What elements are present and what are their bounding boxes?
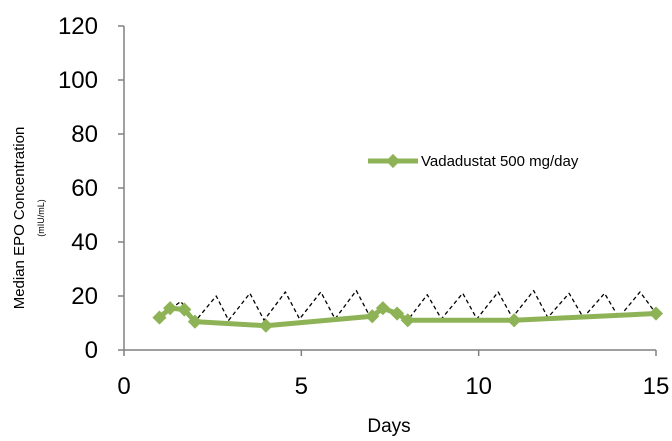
y-axis-title: Median EPO Concentration bbox=[11, 127, 28, 310]
vadadustat-data-point bbox=[187, 314, 203, 329]
legend-diamond-marker bbox=[385, 153, 401, 169]
vadadustat-data-point bbox=[365, 309, 380, 324]
y-tick-label: 40 bbox=[71, 229, 98, 256]
y-axis-subtitle: (mIU/mL) bbox=[36, 199, 46, 237]
y-tick-label: 100 bbox=[58, 67, 98, 94]
vadadustat-data-point bbox=[177, 302, 192, 317]
y-tick-label: 0 bbox=[85, 337, 98, 364]
x-axis-title: Days bbox=[367, 416, 410, 437]
vadadustat-data-point bbox=[390, 306, 405, 321]
vadadustat-data-point bbox=[400, 313, 415, 328]
legend-label: Vadadustat 500 mg/day bbox=[421, 153, 579, 170]
y-tick-label: 60 bbox=[71, 175, 98, 202]
vadadustat-data-point bbox=[258, 318, 273, 333]
vadadustat-data-point bbox=[375, 301, 390, 316]
vadadustat-data-point bbox=[163, 301, 178, 316]
y-tick-label: 80 bbox=[71, 121, 98, 148]
legend: Vadadustat 500 mg/day bbox=[368, 153, 579, 170]
x-tick-label: 0 bbox=[117, 373, 130, 400]
x-tick-label: 10 bbox=[465, 373, 492, 400]
y-ticks: 0 20 40 60 80 100 120 bbox=[58, 13, 124, 364]
y-tick-label: 120 bbox=[58, 13, 98, 40]
x-tick-label: 15 bbox=[643, 373, 670, 400]
vadadustat-data-point bbox=[152, 310, 167, 325]
vadadustat-data-point bbox=[648, 306, 664, 321]
axes bbox=[123, 26, 656, 351]
x-tick-label: 5 bbox=[295, 373, 308, 400]
x-ticks: 0 5 10 15 bbox=[117, 350, 669, 400]
series-layer bbox=[152, 289, 664, 333]
vadadustat-data-point bbox=[507, 313, 522, 328]
y-tick-label: 20 bbox=[71, 283, 98, 310]
